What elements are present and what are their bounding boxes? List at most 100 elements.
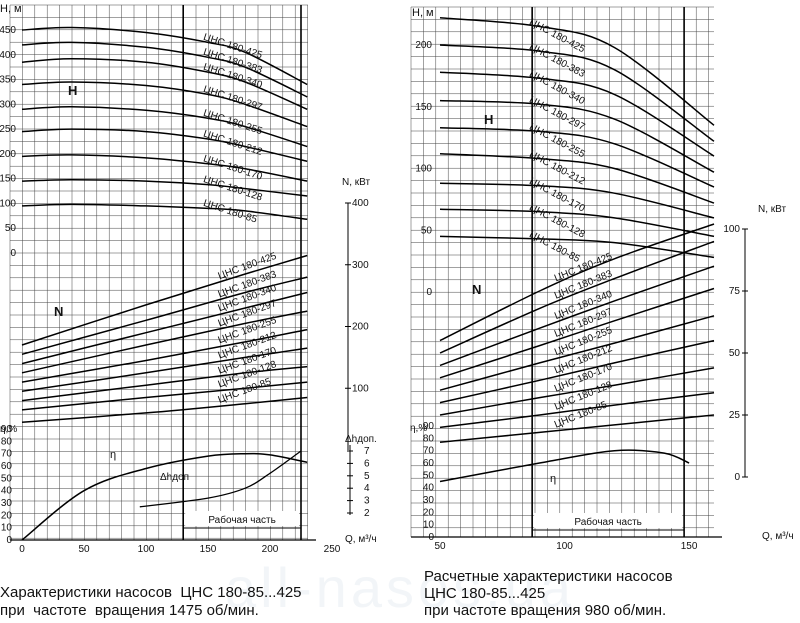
h-curve bbox=[21, 57, 308, 110]
h-tick-label: 50 bbox=[5, 223, 17, 234]
n-tick-label: 100 bbox=[723, 224, 740, 235]
q-tick-label: 100 bbox=[556, 541, 573, 552]
n-curve bbox=[21, 276, 308, 356]
work-zone-label-bg bbox=[534, 513, 683, 528]
h-curve bbox=[439, 17, 715, 126]
n-curve bbox=[21, 347, 308, 393]
n-curve bbox=[439, 240, 715, 354]
n-curve bbox=[439, 265, 715, 367]
h-curve bbox=[439, 99, 715, 173]
n-tick-label: 300 bbox=[352, 260, 369, 271]
q-tick-label: 200 bbox=[262, 544, 279, 555]
h-tick-label: 100 bbox=[0, 198, 16, 209]
n-curve bbox=[21, 365, 308, 402]
h-curve bbox=[439, 71, 715, 157]
left-caption-line-1: Характеристики насосов ЦНС 180-85...425 bbox=[0, 584, 302, 601]
h-curve bbox=[21, 26, 308, 86]
h-tick-label: 50 bbox=[421, 225, 433, 236]
h-curve bbox=[439, 182, 715, 219]
n-tick-label: 200 bbox=[352, 322, 369, 333]
eta-curve bbox=[21, 452, 308, 541]
eta-tick-label: 40 bbox=[423, 483, 435, 494]
h-tick-label: 150 bbox=[415, 102, 432, 113]
n-curve bbox=[439, 339, 715, 404]
dh-tick-label: 7 bbox=[364, 446, 370, 457]
h-tick-label: 450 bbox=[0, 25, 16, 36]
n-tick-label: 100 bbox=[352, 383, 369, 394]
eta-tick-label: 70 bbox=[1, 449, 13, 460]
h-pointer-label: H bbox=[68, 83, 77, 98]
n-curve bbox=[21, 381, 308, 411]
eta-tick-label: 90 bbox=[423, 421, 435, 432]
n-pointer-label: N bbox=[54, 304, 63, 319]
dh-tick-label: 3 bbox=[364, 496, 370, 507]
n-curve bbox=[439, 223, 715, 342]
eta-curve bbox=[439, 449, 690, 483]
h-curve bbox=[21, 106, 308, 148]
h-tick-label: 300 bbox=[0, 99, 16, 110]
n-tick-label: 50 bbox=[729, 348, 741, 359]
h-curve bbox=[21, 81, 308, 128]
q-tick-label: 50 bbox=[434, 541, 446, 552]
eta-tick-label: 80 bbox=[1, 436, 13, 447]
eta-tick-label: 20 bbox=[423, 507, 435, 518]
eta-tick-label: 70 bbox=[423, 446, 435, 457]
q-tick-label: 0 bbox=[19, 544, 25, 555]
eta-axis-label: η,% bbox=[0, 424, 17, 435]
n-axis-label: N, кВт bbox=[758, 204, 786, 215]
eta-curve-label: η bbox=[110, 449, 116, 461]
eta-tick-label: 30 bbox=[423, 495, 435, 506]
h-curve bbox=[439, 235, 715, 259]
n-curve bbox=[439, 315, 715, 391]
h-tick-label: 0 bbox=[10, 248, 16, 259]
dh-tick-label: 4 bbox=[364, 483, 370, 494]
h-tick-label: 250 bbox=[0, 124, 16, 135]
n-axis-label: N, кВт bbox=[342, 177, 370, 188]
h-curve bbox=[21, 203, 308, 221]
n-tick-label: 0 bbox=[734, 472, 740, 483]
q-tick-label: 100 bbox=[138, 544, 155, 555]
dh-tick-label: 6 bbox=[364, 458, 370, 469]
h-tick-label: 0 bbox=[426, 287, 432, 298]
work-zone-label-bg bbox=[185, 511, 299, 526]
left-caption-line-2: при частоте вращения 1475 об/мин. bbox=[0, 602, 259, 619]
eta-curve-label: η bbox=[550, 473, 556, 485]
watermark: all-nasos.ua bbox=[225, 556, 575, 619]
n-curve bbox=[21, 310, 308, 374]
h-curve bbox=[21, 178, 308, 197]
eta-tick-label: 90 bbox=[1, 424, 13, 435]
eta-tick-label: 0 bbox=[6, 535, 12, 546]
n-curve bbox=[439, 391, 715, 429]
h-tick-label: 150 bbox=[0, 174, 16, 185]
n-curve bbox=[21, 291, 308, 365]
h-curve bbox=[439, 152, 715, 204]
dh-tick-label: 2 bbox=[364, 508, 370, 519]
work-zone-label: Рабочая часть bbox=[574, 516, 642, 528]
h-curve-label: ЦНС 180-85 bbox=[202, 198, 259, 226]
eta-tick-label: 50 bbox=[1, 473, 13, 484]
eta-tick-label: 60 bbox=[1, 461, 13, 472]
n-curve bbox=[439, 367, 715, 416]
eta-tick-label: 40 bbox=[1, 486, 13, 497]
eta-tick-label: 30 bbox=[1, 498, 13, 509]
dh-axis-label: Δhдоп. bbox=[345, 434, 377, 445]
eta-tick-label: 80 bbox=[423, 433, 435, 444]
eta-tick-label: 50 bbox=[423, 470, 435, 481]
h-curve bbox=[439, 44, 715, 142]
right-caption-line-2: ЦНС 180-85...425 bbox=[424, 585, 546, 602]
work-zone-label: Рабочая часть bbox=[208, 514, 276, 526]
q-tick-label: 50 bbox=[78, 544, 90, 555]
n-pointer-label: N bbox=[472, 282, 481, 297]
eta-axis-label: η,% bbox=[410, 423, 427, 434]
h-tick-label: 400 bbox=[0, 50, 16, 61]
h-curve bbox=[439, 126, 715, 188]
eta-tick-label: 10 bbox=[423, 520, 435, 531]
n-tick-label: 25 bbox=[729, 410, 741, 421]
h-curve bbox=[439, 208, 715, 238]
n-tick-label: 400 bbox=[352, 198, 369, 209]
q-tick-label: 150 bbox=[200, 544, 217, 555]
h-axis-label: H, м bbox=[412, 7, 434, 19]
q-axis-label: Q, м³/ч bbox=[345, 534, 377, 545]
